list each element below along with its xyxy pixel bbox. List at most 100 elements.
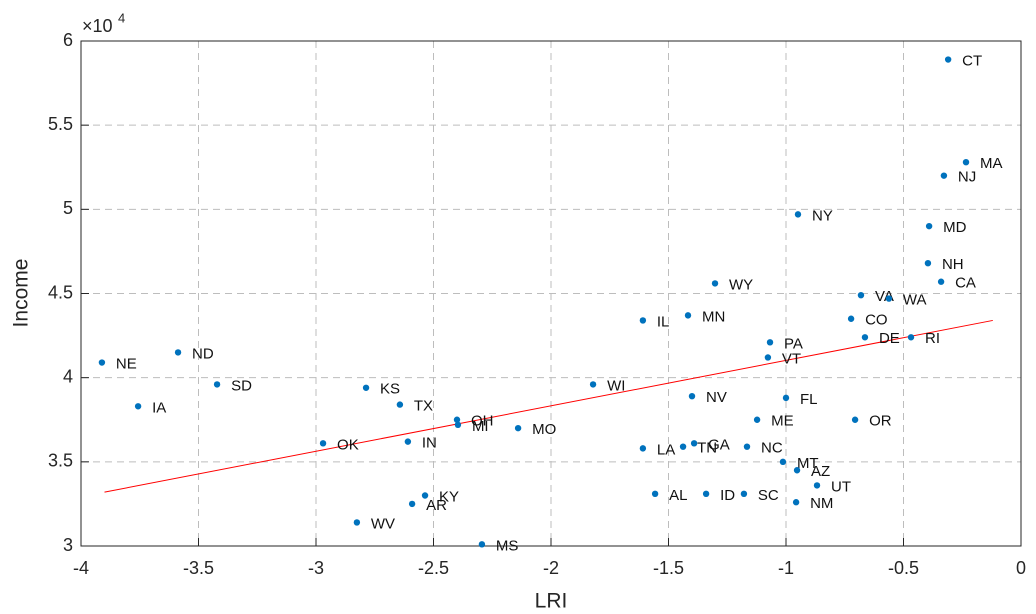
x-tick-label: -1.5	[653, 558, 684, 578]
point	[454, 421, 462, 428]
point	[702, 490, 710, 498]
point	[639, 445, 647, 452]
point	[753, 416, 761, 423]
point-label: GA	[708, 436, 730, 453]
point-label: IN	[422, 435, 437, 452]
point	[813, 482, 821, 489]
point	[779, 458, 787, 466]
point-label: ID	[720, 487, 735, 504]
point-label: OR	[869, 413, 892, 430]
point-label: UT	[831, 478, 851, 495]
point-label: TX	[414, 398, 433, 415]
point-label: PA	[784, 335, 803, 352]
point-label: OH	[471, 413, 494, 430]
point-label: NM	[810, 495, 833, 512]
point	[319, 440, 327, 447]
point-label: NV	[706, 389, 727, 406]
point-label: OK	[337, 436, 359, 453]
point-label: IL	[657, 313, 670, 330]
point	[792, 499, 800, 506]
point	[782, 394, 790, 402]
point	[688, 392, 696, 400]
point	[962, 159, 970, 166]
point	[589, 381, 597, 388]
point-label: AR	[426, 497, 447, 514]
point	[766, 339, 774, 346]
point-label: RI	[925, 330, 940, 347]
point-label: VT	[782, 350, 801, 367]
point-label: CO	[865, 312, 888, 329]
x-axis-label: LRI	[535, 590, 568, 613]
x-tick-label: -4	[73, 558, 89, 578]
point	[847, 315, 855, 322]
point	[134, 403, 142, 410]
point-label: WV	[371, 515, 395, 532]
x-tick-label: -3.5	[183, 558, 214, 578]
y-tick-label: 6	[63, 30, 73, 50]
y-tick-label: 5.5	[48, 114, 73, 134]
point	[684, 312, 692, 319]
point	[353, 519, 361, 526]
point	[404, 438, 412, 445]
y-tick-label: 3	[63, 535, 73, 555]
point-label: SD	[231, 377, 252, 394]
point-label: AZ	[811, 463, 830, 480]
point	[711, 280, 719, 287]
point	[907, 334, 915, 341]
point-label: SC	[758, 487, 779, 504]
point	[925, 222, 933, 230]
y-multiplier: ×10	[82, 16, 113, 36]
point	[793, 467, 801, 474]
point	[421, 492, 429, 499]
point	[362, 384, 370, 391]
point-label: AL	[669, 487, 687, 504]
point-label: MO	[532, 421, 556, 438]
y-tick-label: 3.5	[48, 451, 73, 471]
point	[740, 490, 748, 498]
point	[885, 295, 893, 302]
point-label: WI	[607, 377, 625, 394]
point	[944, 56, 952, 63]
point-label: ME	[771, 413, 794, 430]
point-label: MA	[980, 155, 1003, 172]
point-label: NE	[116, 355, 137, 372]
point	[924, 260, 932, 267]
point	[794, 211, 802, 218]
point-label: MI	[472, 418, 489, 435]
point	[857, 291, 865, 299]
point	[861, 334, 869, 341]
point	[651, 490, 659, 498]
point	[396, 401, 404, 408]
point-label: NY	[812, 207, 833, 224]
point-label: LA	[657, 441, 675, 458]
point-label: DE	[879, 330, 900, 347]
point-label: MD	[943, 219, 966, 236]
point	[940, 172, 948, 179]
point-label: IA	[152, 399, 166, 416]
x-tick-label: -2	[543, 558, 559, 578]
point-label: NC	[761, 440, 783, 457]
point-label: FL	[800, 391, 818, 408]
point	[98, 359, 106, 366]
point-label: CT	[962, 52, 982, 69]
x-tick-label: -3	[308, 558, 324, 578]
point	[690, 440, 698, 447]
axes-box	[80, 40, 1022, 547]
point-label: CA	[955, 275, 976, 292]
point-label: KS	[380, 381, 400, 398]
point-label: MN	[702, 308, 725, 325]
point	[639, 317, 647, 324]
point	[453, 416, 461, 423]
point	[764, 354, 772, 361]
point	[937, 278, 945, 285]
y-tick-label: 4.5	[48, 282, 73, 302]
x-tick-label: -0.5	[888, 558, 919, 578]
point-label: NJ	[958, 169, 976, 186]
x-tick-label: -1	[778, 558, 794, 578]
x-tick-label: -2.5	[418, 558, 449, 578]
point-label: NH	[942, 256, 964, 273]
fit-line	[104, 319, 993, 493]
point-label: ND	[192, 345, 214, 362]
y-axis-label: Income	[10, 259, 33, 328]
